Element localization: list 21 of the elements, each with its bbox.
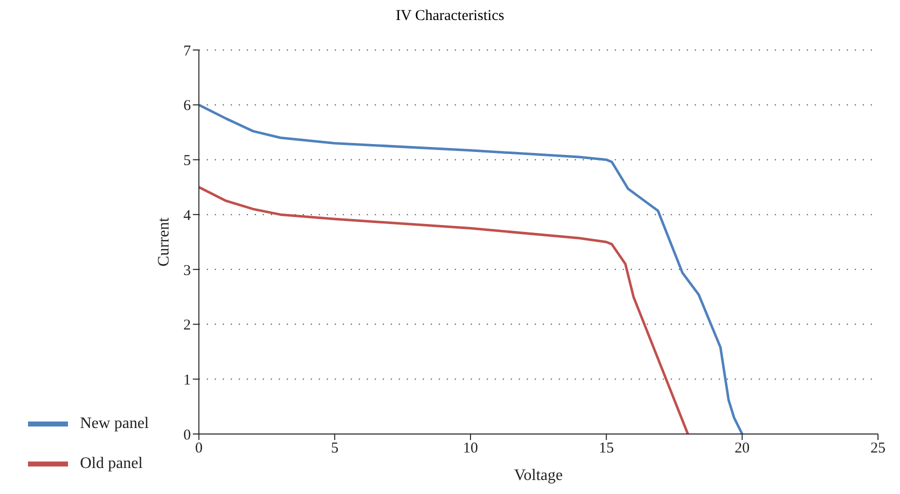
y-tick-label: 7 — [183, 43, 192, 60]
x-tick-label: 15 — [598, 440, 614, 457]
chart-title: IV Characteristics — [394, 8, 506, 26]
y-tick-label: 1 — [183, 372, 191, 388]
legend-label: Old panel — [80, 454, 143, 472]
x-tick-label: 20 — [734, 440, 750, 457]
y-tick-label: 2 — [183, 318, 191, 334]
legend-label: New panel — [80, 414, 149, 432]
y-tick-label: 6 — [183, 98, 192, 114]
y-tick-label: 3 — [183, 262, 191, 279]
line-series — [198, 104, 744, 434]
line-series — [198, 186, 690, 434]
x-tick-label: 5 — [330, 440, 338, 457]
x-axis-title: Voltage — [514, 467, 563, 484]
x-tick-label: 0 — [195, 440, 203, 457]
y-tick-label: 0 — [183, 427, 191, 444]
y-tick-label: 4 — [183, 208, 192, 224]
x-tick-label: 10 — [463, 440, 478, 457]
x-tick-label: 25 — [870, 440, 886, 457]
y-axis-title: Current — [156, 217, 173, 266]
y-tick-label: 5 — [183, 153, 191, 170]
